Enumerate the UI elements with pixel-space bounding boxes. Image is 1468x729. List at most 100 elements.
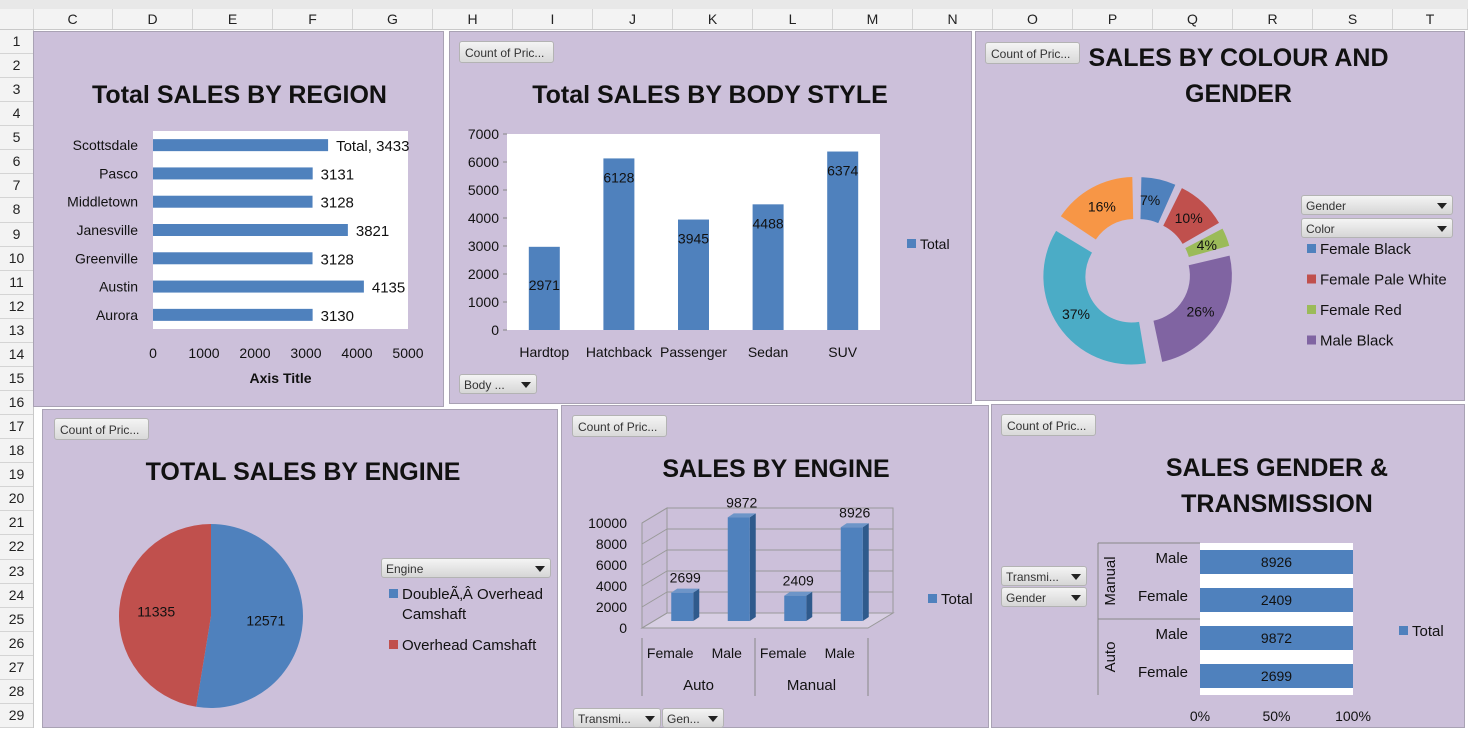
row-header[interactable]: 25 [0, 608, 33, 632]
data-label: 16% [1088, 198, 1116, 214]
tick-label: 4000 [468, 210, 499, 226]
tick-label: 1000 [188, 345, 219, 361]
value-field-button[interactable]: Count of Pric... [985, 42, 1080, 64]
row-header[interactable]: 9 [0, 223, 33, 247]
gridline [641, 570, 668, 587]
column-header[interactable]: C [33, 9, 113, 29]
bar [784, 595, 807, 621]
column-header[interactable]: D [113, 9, 193, 29]
row-header[interactable]: 24 [0, 584, 33, 608]
legend-label: Female Red [1320, 302, 1402, 319]
row-header[interactable]: 4 [0, 102, 33, 127]
column-header[interactable]: O [993, 9, 1073, 29]
row-header[interactable]: 20 [0, 487, 33, 512]
column-header[interactable]: R [1233, 9, 1313, 29]
tick-label: 5000 [392, 345, 423, 361]
row-header[interactable]: 18 [0, 439, 33, 464]
body-style-filter-button[interactable]: Body ... [459, 374, 537, 394]
row-header[interactable]: 10 [0, 247, 33, 271]
value-field-button[interactable]: Count of Pric... [54, 418, 149, 440]
row-header[interactable]: 13 [0, 319, 33, 343]
engine-pie-chart-panel[interactable]: Count of Pric... TOTAL SALES BY ENGINE 1… [42, 409, 558, 728]
row-header[interactable]: 5 [0, 126, 33, 151]
bar [153, 280, 364, 293]
colour-gender-chart-panel[interactable]: Count of Pric... SALES BY COLOUR AND GEN… [975, 31, 1465, 401]
row-header[interactable]: 17 [0, 415, 33, 440]
data-label: 26% [1186, 304, 1214, 320]
row-header[interactable]: 29 [0, 704, 33, 729]
transmission-filter-button[interactable]: Transmi... [573, 708, 661, 728]
row-header[interactable]: 11 [0, 271, 33, 295]
category-label: Janesville [77, 222, 139, 238]
tick-label: 2000 [239, 345, 270, 361]
gender-filter-button[interactable]: Gen... [662, 708, 724, 728]
engine-3d-chart-panel[interactable]: Count of Pric... SALES BY ENGINE 0 2000 40… [561, 405, 989, 728]
column-header[interactable]: Q [1153, 9, 1233, 29]
color-filter-button[interactable]: Color [1301, 218, 1453, 238]
gender-filter-button[interactable]: Gender [1301, 195, 1453, 215]
select-all-corner[interactable] [0, 9, 34, 29]
data-label: 2699 [670, 570, 701, 586]
column-header[interactable]: K [673, 9, 753, 29]
category-label: Middletown [67, 194, 138, 210]
column-header[interactable]: T [1393, 9, 1468, 29]
value-field-button[interactable]: Count of Pric... [459, 41, 554, 63]
data-label: 9872 [1261, 630, 1292, 646]
row-header[interactable]: 27 [0, 656, 33, 680]
tick-label: 10000 [588, 515, 627, 531]
bar [153, 252, 313, 265]
data-label: 3128 [321, 251, 354, 268]
bar-side [693, 588, 700, 621]
bar-top [671, 588, 700, 593]
column-header[interactable]: P [1073, 9, 1153, 29]
category-label: Female [1138, 664, 1188, 681]
data-label: 4% [1197, 237, 1217, 253]
body-style-chart-panel[interactable]: Count of Pric... Total SALES BY BODY STY… [449, 31, 972, 404]
gender-filter-button[interactable]: Gender [1001, 587, 1087, 607]
row-header[interactable]: 7 [0, 174, 33, 199]
category-label: Austin [99, 279, 138, 295]
data-label: 3131 [321, 166, 354, 183]
category-label: Female [760, 645, 807, 661]
data-label: 7% [1140, 192, 1160, 208]
row-header[interactable]: 22 [0, 535, 33, 560]
column-header[interactable]: G [353, 9, 433, 29]
row-header[interactable]: 8 [0, 198, 33, 223]
row-header[interactable]: 15 [0, 367, 33, 392]
column-header[interactable]: I [513, 9, 593, 29]
column-header[interactable]: E [193, 9, 273, 29]
row-header[interactable]: 19 [0, 463, 33, 488]
column-header[interactable]: J [593, 9, 673, 29]
row-header[interactable]: 26 [0, 632, 33, 656]
filter-label: Transmi... [578, 712, 631, 726]
column-header[interactable]: N [913, 9, 993, 29]
gender-transmission-chart-panel[interactable]: Count of Pric... SALES GENDER & TRANSMIS… [991, 404, 1465, 728]
value-field-button[interactable]: Count of Pric... [572, 415, 667, 437]
chevron-down-icon [645, 716, 655, 722]
region-chart-panel[interactable]: Total SALES BY REGION Scottsdale Total, 3… [33, 31, 444, 407]
transmission-filter-button[interactable]: Transmi... [1001, 566, 1087, 586]
column-header[interactable]: H [433, 9, 513, 29]
row-header[interactable]: 21 [0, 511, 33, 536]
row-header[interactable]: 23 [0, 560, 33, 584]
bar [528, 246, 560, 330]
data-label: 8926 [839, 504, 870, 520]
row-header[interactable]: 16 [0, 391, 33, 416]
row-header[interactable]: 3 [0, 78, 33, 103]
row-header[interactable]: 14 [0, 343, 33, 367]
row-header[interactable]: 1 [0, 30, 33, 55]
column-header[interactable]: M [833, 9, 913, 29]
row-header[interactable]: 28 [0, 680, 33, 704]
data-label: Total, 3433 [336, 138, 409, 155]
row-header[interactable]: 12 [0, 295, 33, 319]
column-header[interactable]: S [1313, 9, 1393, 29]
row-header[interactable]: 2 [0, 54, 33, 79]
data-label: 3821 [356, 223, 389, 240]
engine-filter-button[interactable]: Engine [381, 558, 551, 578]
column-header[interactable]: L [753, 9, 833, 29]
value-field-button[interactable]: Count of Pric... [1001, 414, 1096, 436]
row-header[interactable]: 6 [0, 150, 33, 175]
category-label: Hatchback [586, 344, 653, 360]
column-header[interactable]: F [273, 9, 353, 29]
